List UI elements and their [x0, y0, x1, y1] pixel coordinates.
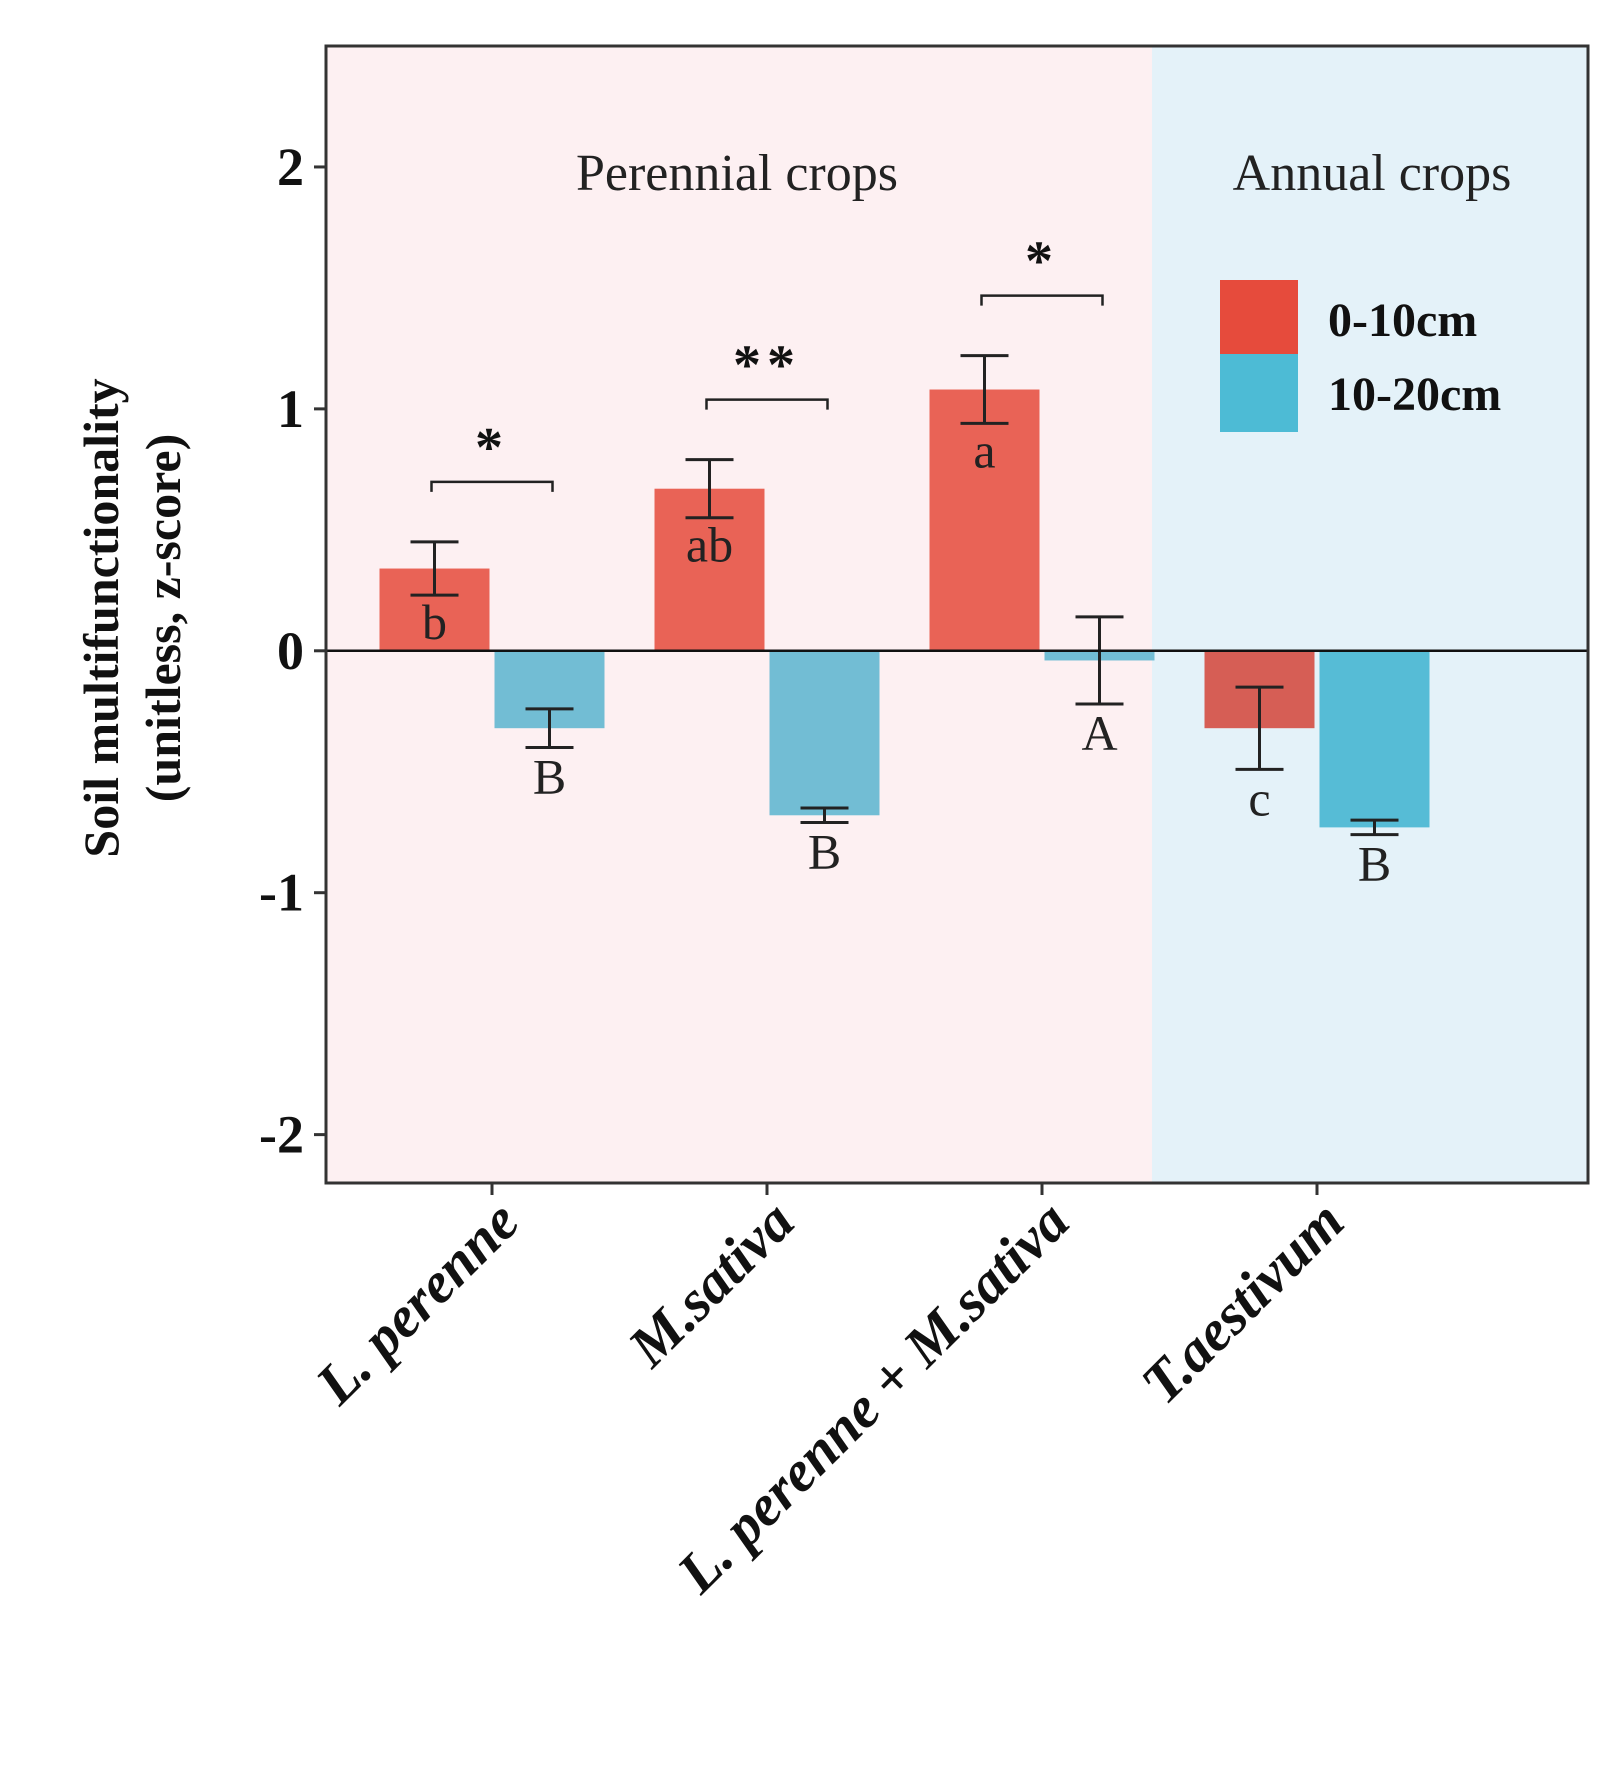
- legend-swatch-10-20cm: [1220, 354, 1298, 432]
- plot-frame: [324, 44, 1590, 1185]
- bar-10-20cm-t-aestivum: [1319, 650, 1430, 828]
- legend-swatch-0-10cm: [1220, 280, 1298, 358]
- legend-label-10-20cm: 10-20cm: [1328, 368, 1501, 421]
- bar-10-20cm-l-perenne-m-sativa-letter: A: [1081, 705, 1117, 761]
- region-label-annual: Annual crops: [1233, 145, 1512, 202]
- x-tick-label-t-aestivum: T.aestivum: [1128, 1188, 1356, 1416]
- y-axis-title-line2: (unitless, z-score): [135, 434, 191, 802]
- y-tick-label-0: 0: [277, 621, 304, 681]
- y-tick-label-1: 1: [277, 379, 304, 439]
- bar-0-10cm-l-perenne-m-sativa-letter: a: [973, 422, 995, 478]
- significance-l-perenne-stars: *: [475, 417, 509, 479]
- x-tick-label-l-perenne: L. perenne: [302, 1188, 531, 1417]
- region-annual-background: [1152, 46, 1588, 1183]
- bar-10-20cm-m-sativa-letter: B: [808, 824, 841, 880]
- legend: 0-10cm 10-20cm: [1220, 280, 1501, 432]
- y-axis-title-line1: Soil multifunctionality: [73, 378, 129, 857]
- bar-0-10cm-m-sativa-letter: ab: [686, 517, 733, 573]
- y-tick-label-neg1: -1: [259, 863, 304, 923]
- bar-10-20cm-t-aestivum-letter: B: [1358, 836, 1391, 892]
- significance-l-perenne-m-sativa-stars: *: [1025, 231, 1059, 293]
- y-tick-label-neg2: -2: [259, 1105, 304, 1165]
- significance-m-sativa-bracket: [705, 398, 829, 410]
- bars-layer: b Bab Ba Ac B: [379, 354, 1430, 892]
- bar-0-10cm-l-perenne-letter: b: [422, 594, 447, 650]
- bar-10-20cm-l-perenne-letter: B: [533, 749, 566, 805]
- legend-label-0-10cm: 0-10cm: [1328, 294, 1477, 347]
- region-label-perennial: Perennial crops: [576, 145, 898, 202]
- significance-l-perenne-m-sativa-bracket: [980, 294, 1104, 306]
- y-tick-label-2: 2: [277, 137, 304, 197]
- x-tick-label-m-sativa: M.sativa: [615, 1188, 806, 1379]
- significance-m-sativa-stars: **: [733, 335, 801, 397]
- bar-10-20cm-m-sativa: [769, 650, 880, 816]
- significance-l-perenne-bracket: [430, 480, 554, 492]
- bar-0-10cm-t-aestivum-letter: c: [1248, 770, 1270, 826]
- annotations-layer: ****: [430, 231, 1104, 492]
- bar-0-10cm-l-perenne-m-sativa: [929, 389, 1040, 651]
